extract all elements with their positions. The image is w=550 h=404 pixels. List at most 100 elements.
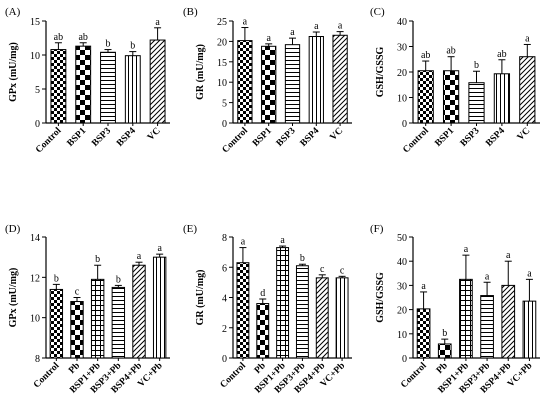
y-tick-label: 10 (397, 94, 407, 105)
x-tick-label: VC (328, 126, 345, 143)
significance-letter: b (95, 254, 100, 265)
y-tick-label: 0 (222, 119, 227, 130)
bar (50, 49, 67, 124)
bar (236, 262, 250, 359)
significance-letter: b (442, 328, 447, 339)
significance-letter: a (464, 244, 469, 255)
bar (276, 247, 290, 359)
significance-letter: ab (421, 50, 430, 61)
bar (459, 278, 473, 359)
bar (332, 34, 348, 124)
significance-letter: a (157, 243, 162, 254)
significance-letter: a (421, 281, 426, 292)
significance-letter: a (155, 17, 160, 28)
bar (442, 70, 460, 124)
y-axis-label: GR (mU/mg) (195, 270, 206, 326)
x-tick-label: VC (146, 126, 163, 143)
bar (284, 44, 301, 124)
y-tick-label: 20 (397, 306, 407, 317)
y-tick-label: 15 (217, 58, 227, 69)
significance-letter: b (54, 273, 59, 284)
chart-panel: (C) 0 10 20 30 40 GSH/GSSG ab Control ab BSP1 b BSP3… (370, 6, 540, 155)
panel-label: (F) (370, 223, 384, 235)
y-tick-label: 12 (30, 273, 40, 284)
bar (149, 39, 166, 124)
bar (237, 40, 253, 124)
significance-letter: d (260, 288, 265, 299)
y-tick-label: 15 (30, 17, 40, 28)
y-tick-label: 40 (397, 257, 407, 268)
bar (256, 303, 270, 359)
bar (90, 278, 105, 359)
x-tick-label: Control (219, 361, 249, 391)
bar (100, 51, 116, 124)
significance-letter: ab (497, 49, 506, 60)
y-tick-label: 8 (35, 354, 40, 365)
significance-letter: a (137, 251, 142, 262)
y-axis-label: GSH/GSSG (375, 46, 386, 97)
x-tick-label: BSP4 (115, 126, 138, 149)
x-tick-label: Pb (67, 361, 82, 376)
y-tick-label: 10 (30, 51, 40, 62)
significance-letter: a (241, 237, 246, 248)
x-tick-label: BSP1 (433, 126, 456, 149)
y-tick-label: 5 (35, 85, 40, 96)
x-tick-label: Pb (253, 361, 268, 376)
significance-letter: a (527, 268, 532, 279)
significance-letter: a (506, 250, 511, 261)
bar (501, 284, 516, 359)
y-tick-label: 2 (222, 324, 227, 335)
bar (480, 295, 494, 359)
y-tick-label: 10 (397, 330, 407, 341)
bar (315, 277, 329, 359)
x-tick-label: Control (401, 126, 431, 156)
x-tick-label: VC (516, 126, 533, 143)
bar (308, 36, 324, 124)
significance-letter: c (75, 287, 80, 298)
significance-letter: a (314, 21, 319, 32)
significance-letter: a (485, 271, 490, 282)
x-tick-label: BSP4 (299, 126, 322, 149)
significance-letter: a (290, 27, 295, 38)
y-tick-label: 0 (222, 354, 227, 365)
y-axis-label: GR (mU/mg) (195, 44, 206, 100)
bar (295, 265, 309, 359)
bar (111, 286, 126, 359)
bar (468, 82, 485, 124)
significance-letter: a (525, 33, 530, 44)
bar (437, 343, 452, 359)
panel-label: (C) (370, 6, 385, 18)
y-tick-label: 25 (217, 17, 227, 28)
panel-label: (A) (5, 6, 21, 18)
x-tick-label: BSP1 (66, 126, 89, 149)
x-tick-label: Pb (435, 361, 450, 376)
y-tick-label: 4 (222, 294, 227, 305)
bar (124, 55, 141, 124)
x-tick-label: Control (34, 126, 64, 156)
bar (152, 256, 167, 359)
significance-letter: b (116, 274, 121, 285)
significance-letter: a (338, 21, 343, 32)
chart-panel: (B) 0 5 10 15 20 25 GR (mU/mg) a Control a BSP1 a BSP… (183, 6, 352, 155)
significance-letter: c (340, 265, 345, 276)
y-tick-label: 0 (402, 119, 407, 130)
y-tick-label: 20 (217, 37, 227, 48)
significance-letter: ab (54, 32, 63, 43)
panel-label: (B) (183, 6, 198, 18)
y-axis-label: GSH/GSSG (375, 272, 386, 323)
bar (522, 300, 537, 359)
y-tick-label: 8 (222, 233, 227, 244)
x-tick-label: BSP1 (251, 126, 274, 149)
y-tick-label: 10 (30, 314, 40, 325)
y-tick-label: 0 (402, 354, 407, 365)
y-tick-label: 5 (222, 99, 227, 110)
significance-letter: ab (78, 32, 87, 43)
significance-letter: b (300, 253, 305, 264)
x-tick-label: Control (221, 126, 251, 156)
bar (417, 70, 434, 124)
significance-letter: ab (446, 46, 455, 57)
panel-label: (E) (183, 223, 197, 235)
